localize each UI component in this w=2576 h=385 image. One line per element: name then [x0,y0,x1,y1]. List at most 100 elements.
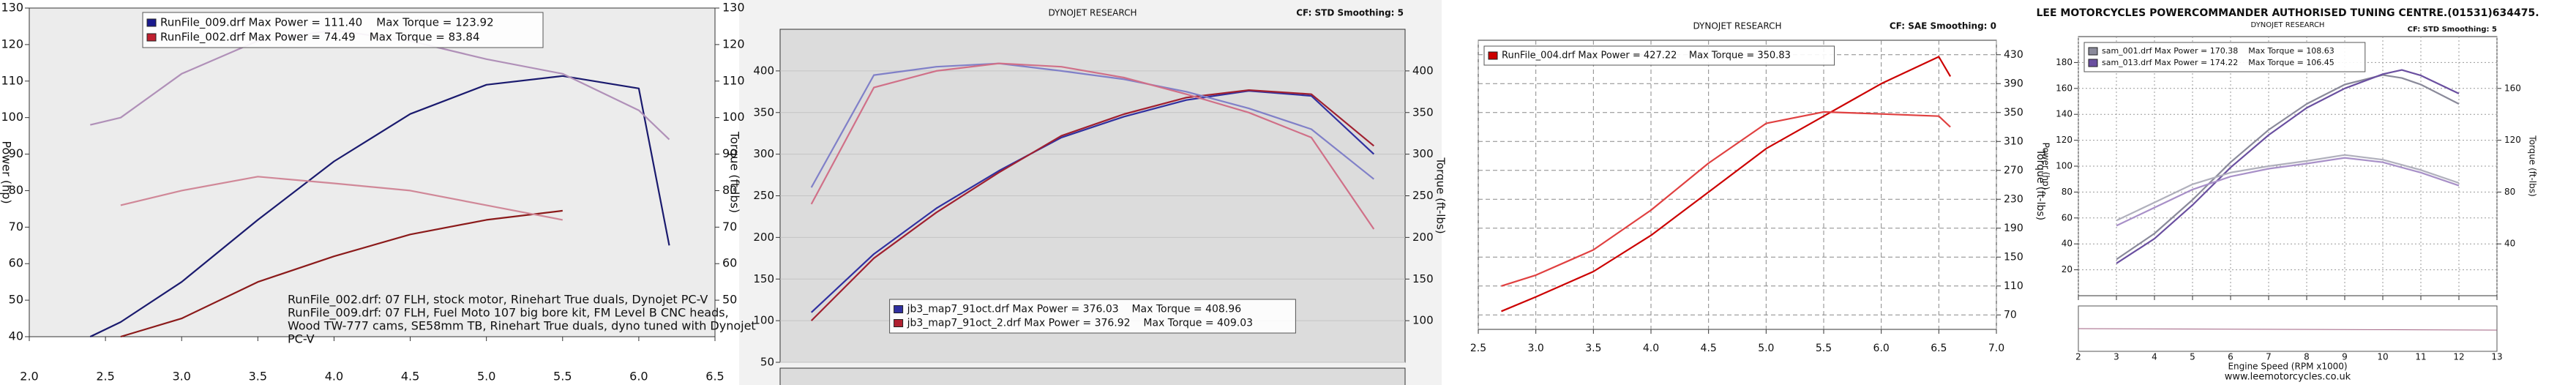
y2-tick-label: 80 [2504,187,2515,197]
y-tick-label: 250 [753,189,774,202]
y2-axis-title: Torque (ft-lbs) [2528,135,2538,196]
x-tick-label: 13 [2491,352,2502,362]
x-tick-label: 6.5 [1931,343,1947,354]
y2-tick-label: 100 [1412,314,1434,327]
legend-box [142,12,544,48]
x-tick-label: 3 [2113,352,2119,362]
y-tick-label: 100 [1,110,23,124]
x-tick-label: 6.5 [705,370,724,384]
y2-tick-label: 90 [722,146,737,160]
series-line [810,62,1375,230]
legend-label: sam_001.drf Max Power = 170.38 Max Torqu… [2102,46,2334,56]
x-tick-label: 2 [2075,352,2081,362]
legend-swatch [894,319,904,327]
chart-subtitle: DYNOJET RESEARCH [2251,21,2325,29]
legend-box [889,299,1296,334]
x-tick-label: 5.0 [477,370,495,384]
plot-area [1478,40,1997,330]
y-tick-label: 430 [2004,49,2023,61]
legend-box [2083,42,2366,72]
chart-title: DYNOJET RESEARCH [1693,21,1781,31]
y2-tick-label: 160 [2504,83,2521,93]
legend-swatch [2088,47,2098,56]
y-tick-label: 80 [2062,187,2073,197]
y-tick-label: 390 [2004,78,2023,89]
annotation: RunFile_002.drf: 07 FLH, stock motor, Ri… [288,293,708,307]
series-line [1501,111,1951,287]
y2-tick-label: 300 [1412,147,1434,160]
y-axis-title: Power (hp) [2041,143,2051,190]
x-tick-label: 4.5 [1701,343,1717,354]
plot-area [29,7,716,337]
series-line [2116,157,2460,227]
annotation: Wood TW-777 cams, SE58mm TB, Rinehart Tr… [288,319,756,333]
legend-swatch [2088,59,2098,67]
x-tick-label: 11 [2415,352,2426,362]
y-tick-label: 150 [753,272,774,285]
series-line [810,90,1375,313]
x-tick-label: 3.0 [172,370,190,384]
chart-title: LEE MOTORCYCLES POWERCOMMANDER AUTHORISE… [2036,7,2539,19]
y-tick-label: 270 [2004,165,2023,176]
y-tick-label: 200 [753,231,774,244]
y2-axis-title: Torque (ft-lbs) [1434,157,1448,233]
series-line [2116,69,2460,264]
x-tick-label: 4.0 [1643,343,1659,354]
y-tick-label: 70 [2004,309,2017,321]
y2-tick-label: 120 [2504,135,2521,145]
y2-tick-label: 350 [1412,105,1434,119]
y-tick-label: 300 [753,147,774,160]
y-tick-label: 100 [2056,161,2073,171]
series-line [1501,56,1952,313]
y-tick-label: 20 [2062,264,2073,274]
x-tick-label: 7 [2266,352,2272,362]
series-line [2116,74,2460,261]
legend-swatch [1488,51,1498,60]
x-tick-label: 2.5 [1470,343,1486,354]
x-tick-label: 12 [2453,352,2464,362]
series-line [120,176,564,221]
sub-plot-trace [2078,328,2498,331]
x-tick-label: 2.5 [96,370,114,384]
y-tick-label: 100 [753,314,774,327]
legend-label: RunFile_009.drf Max Power = 111.40 Max T… [160,16,494,30]
y-axis-title: Torque (ft-lbs) [2034,149,2046,220]
legend-label: jb3_map7_91oct.drf Max Power = 376.03 Ma… [907,304,1242,315]
y-tick-label: 50 [760,356,774,369]
chart-title: DYNOJET RESEARCH [1048,8,1137,18]
y2-tick-label: 80 [722,183,737,197]
chart-note: CF: STD Smoothing: 5 [1296,8,1404,18]
y-tick-label: 190 [2004,223,2023,234]
y2-tick-label: 250 [1412,189,1434,202]
y-tick-label: 60 [9,256,23,270]
y-tick-label: 90 [9,146,23,160]
y2-tick-label: 70 [722,220,737,233]
series-line [2116,154,2460,222]
x-tick-label: 6.0 [629,370,648,384]
x-tick-label: 8 [2304,352,2310,362]
series-line [810,62,1374,188]
y-tick-label: 350 [753,105,774,119]
y2-tick-label: 150 [1412,272,1434,285]
y-tick-label: 350 [2004,107,2023,119]
y2-tick-label: 120 [722,37,745,51]
y2-tick-label: 40 [2504,239,2515,249]
y-tick-label: 70 [9,220,23,233]
y-tick-label: 110 [2004,280,2023,292]
annotation: PC-V [288,332,315,346]
y-tick-label: 40 [2062,239,2073,249]
y-tick-label: 310 [2004,135,2023,147]
y-tick-label: 50 [9,293,23,307]
y2-tick-label: 200 [1412,231,1434,244]
x-tick-label: 4.5 [401,370,419,384]
series-line [120,209,563,338]
x-tick-label: 4 [2152,352,2157,362]
legend-label: sam_013.drf Max Power = 174.22 Max Torqu… [2102,58,2334,67]
x-tick-label: 5.0 [1758,343,1774,354]
legend-swatch [894,305,904,313]
y-tick-label: 80 [9,183,23,197]
y-tick-label: 150 [2004,251,2023,263]
series-line [810,89,1375,321]
chart-note: CF: SAE Smoothing: 0 [1890,21,1996,31]
